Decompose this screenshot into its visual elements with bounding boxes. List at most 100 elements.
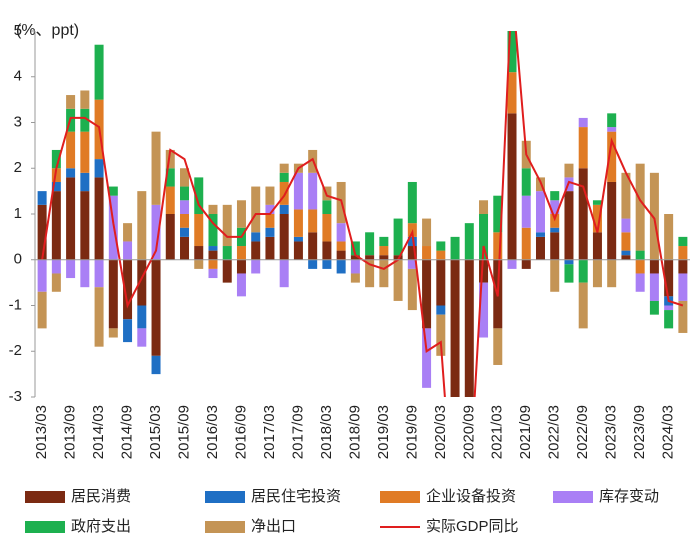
y-tick-label: 3 (14, 113, 22, 130)
bar-segment (180, 168, 190, 187)
y-tick-label: 1 (14, 205, 22, 222)
bar-segment (350, 259, 360, 274)
bar-segment (137, 305, 147, 329)
legend-label: 居民住宅投资 (251, 488, 341, 505)
bar-segment (51, 191, 61, 260)
bar-segment (336, 241, 346, 251)
x-tick-label: 2023/09 (631, 405, 648, 459)
legend-label: 居民消费 (71, 488, 131, 505)
y-tick-label: -2 (9, 342, 22, 359)
bar-segment (151, 204, 161, 260)
bar-segment (521, 259, 531, 269)
x-tick-label: 2020/09 (460, 405, 477, 459)
bar-segment (621, 255, 631, 260)
bar-segment (664, 259, 674, 297)
bar-segment (208, 214, 218, 247)
bar-segment (265, 236, 275, 260)
bar-segment (222, 246, 232, 260)
bar-segment (80, 191, 90, 260)
x-tick-label: 2016/09 (232, 405, 249, 459)
x-tick-label: 2016/03 (204, 405, 221, 459)
bar-segment (80, 90, 90, 109)
bar-segment (322, 259, 332, 269)
bar-segment (678, 259, 688, 274)
bar-segment (621, 218, 631, 233)
bar-segment (108, 186, 118, 196)
bar-segment (635, 259, 645, 274)
bar-segment (37, 259, 47, 292)
bar-segment (308, 209, 318, 233)
legend-swatch (380, 491, 420, 503)
bar-segment (592, 259, 602, 288)
x-tick-label: 2023/03 (603, 405, 620, 459)
bar-segment (521, 168, 531, 196)
bar-segment (635, 163, 645, 251)
bar-segment (578, 259, 588, 283)
bar-segment (436, 250, 446, 260)
bar-segment (493, 232, 503, 260)
bar-segment (293, 236, 303, 242)
bar-segment (293, 172, 303, 210)
bar-segment (94, 177, 104, 260)
bar-segment (592, 200, 602, 205)
bar-segment (251, 241, 261, 260)
x-tick-label: 2013/09 (62, 405, 79, 459)
bar-segment (66, 95, 76, 109)
bar-segment (678, 236, 688, 247)
bar-segment (507, 31, 517, 73)
legend-label: 库存变动 (599, 488, 659, 505)
bar-segment (592, 232, 602, 260)
bar-segment (535, 232, 545, 237)
bar-segment (607, 113, 617, 128)
bar-segment (436, 259, 446, 306)
x-tick-label: 2013/03 (33, 405, 50, 459)
x-tick-label: 2014/09 (119, 405, 136, 459)
bar-segment (137, 328, 147, 347)
bar-segment (51, 149, 61, 169)
bar-segment (407, 259, 417, 269)
bar-segment (450, 259, 460, 397)
bar-segment (578, 282, 588, 329)
bar-segment (422, 259, 432, 329)
bar-segment (66, 259, 76, 279)
bar-segment (251, 259, 261, 274)
plot-area (37, 31, 688, 397)
bar-segment (51, 259, 61, 274)
bar-segment (450, 236, 460, 260)
bar-segment (564, 191, 574, 260)
bar-segment (108, 259, 118, 329)
bar-segment (165, 168, 175, 187)
bar-segment (479, 259, 489, 283)
bar-segment (37, 191, 47, 205)
bar-segment (208, 250, 218, 260)
bar-segment (279, 214, 289, 260)
bar-segment (279, 172, 289, 182)
bar-segment (407, 223, 417, 237)
bar-segment (521, 227, 531, 260)
x-tick-label: 2014/03 (90, 405, 107, 459)
bar-segment (322, 241, 332, 260)
bar-segment (350, 273, 360, 283)
y-tick-label: 2 (14, 159, 22, 176)
bar-segment (350, 241, 360, 256)
bar-segment (422, 218, 432, 247)
y-tick-label: 4 (14, 68, 22, 85)
bar-segment (607, 131, 617, 182)
bar-segment (607, 127, 617, 132)
x-tick-label: 2019/09 (403, 405, 420, 459)
bar-segment (336, 223, 346, 242)
x-tick-label: 2021/09 (517, 405, 534, 459)
x-tick-label: 2015/03 (147, 405, 164, 459)
bar-segment (51, 181, 61, 192)
x-tick-label: 2022/09 (574, 405, 591, 459)
bar-segment (407, 236, 417, 247)
legend-label: 政府支出 (71, 518, 131, 535)
x-tick-label: 2020/03 (432, 405, 449, 459)
y-axis-label: (%、ppt) (16, 22, 79, 39)
bar-segment (621, 232, 631, 251)
bar-segment (251, 186, 261, 233)
bar-segment (80, 108, 90, 132)
bar-segment (436, 314, 446, 356)
bar-segment (108, 328, 118, 338)
